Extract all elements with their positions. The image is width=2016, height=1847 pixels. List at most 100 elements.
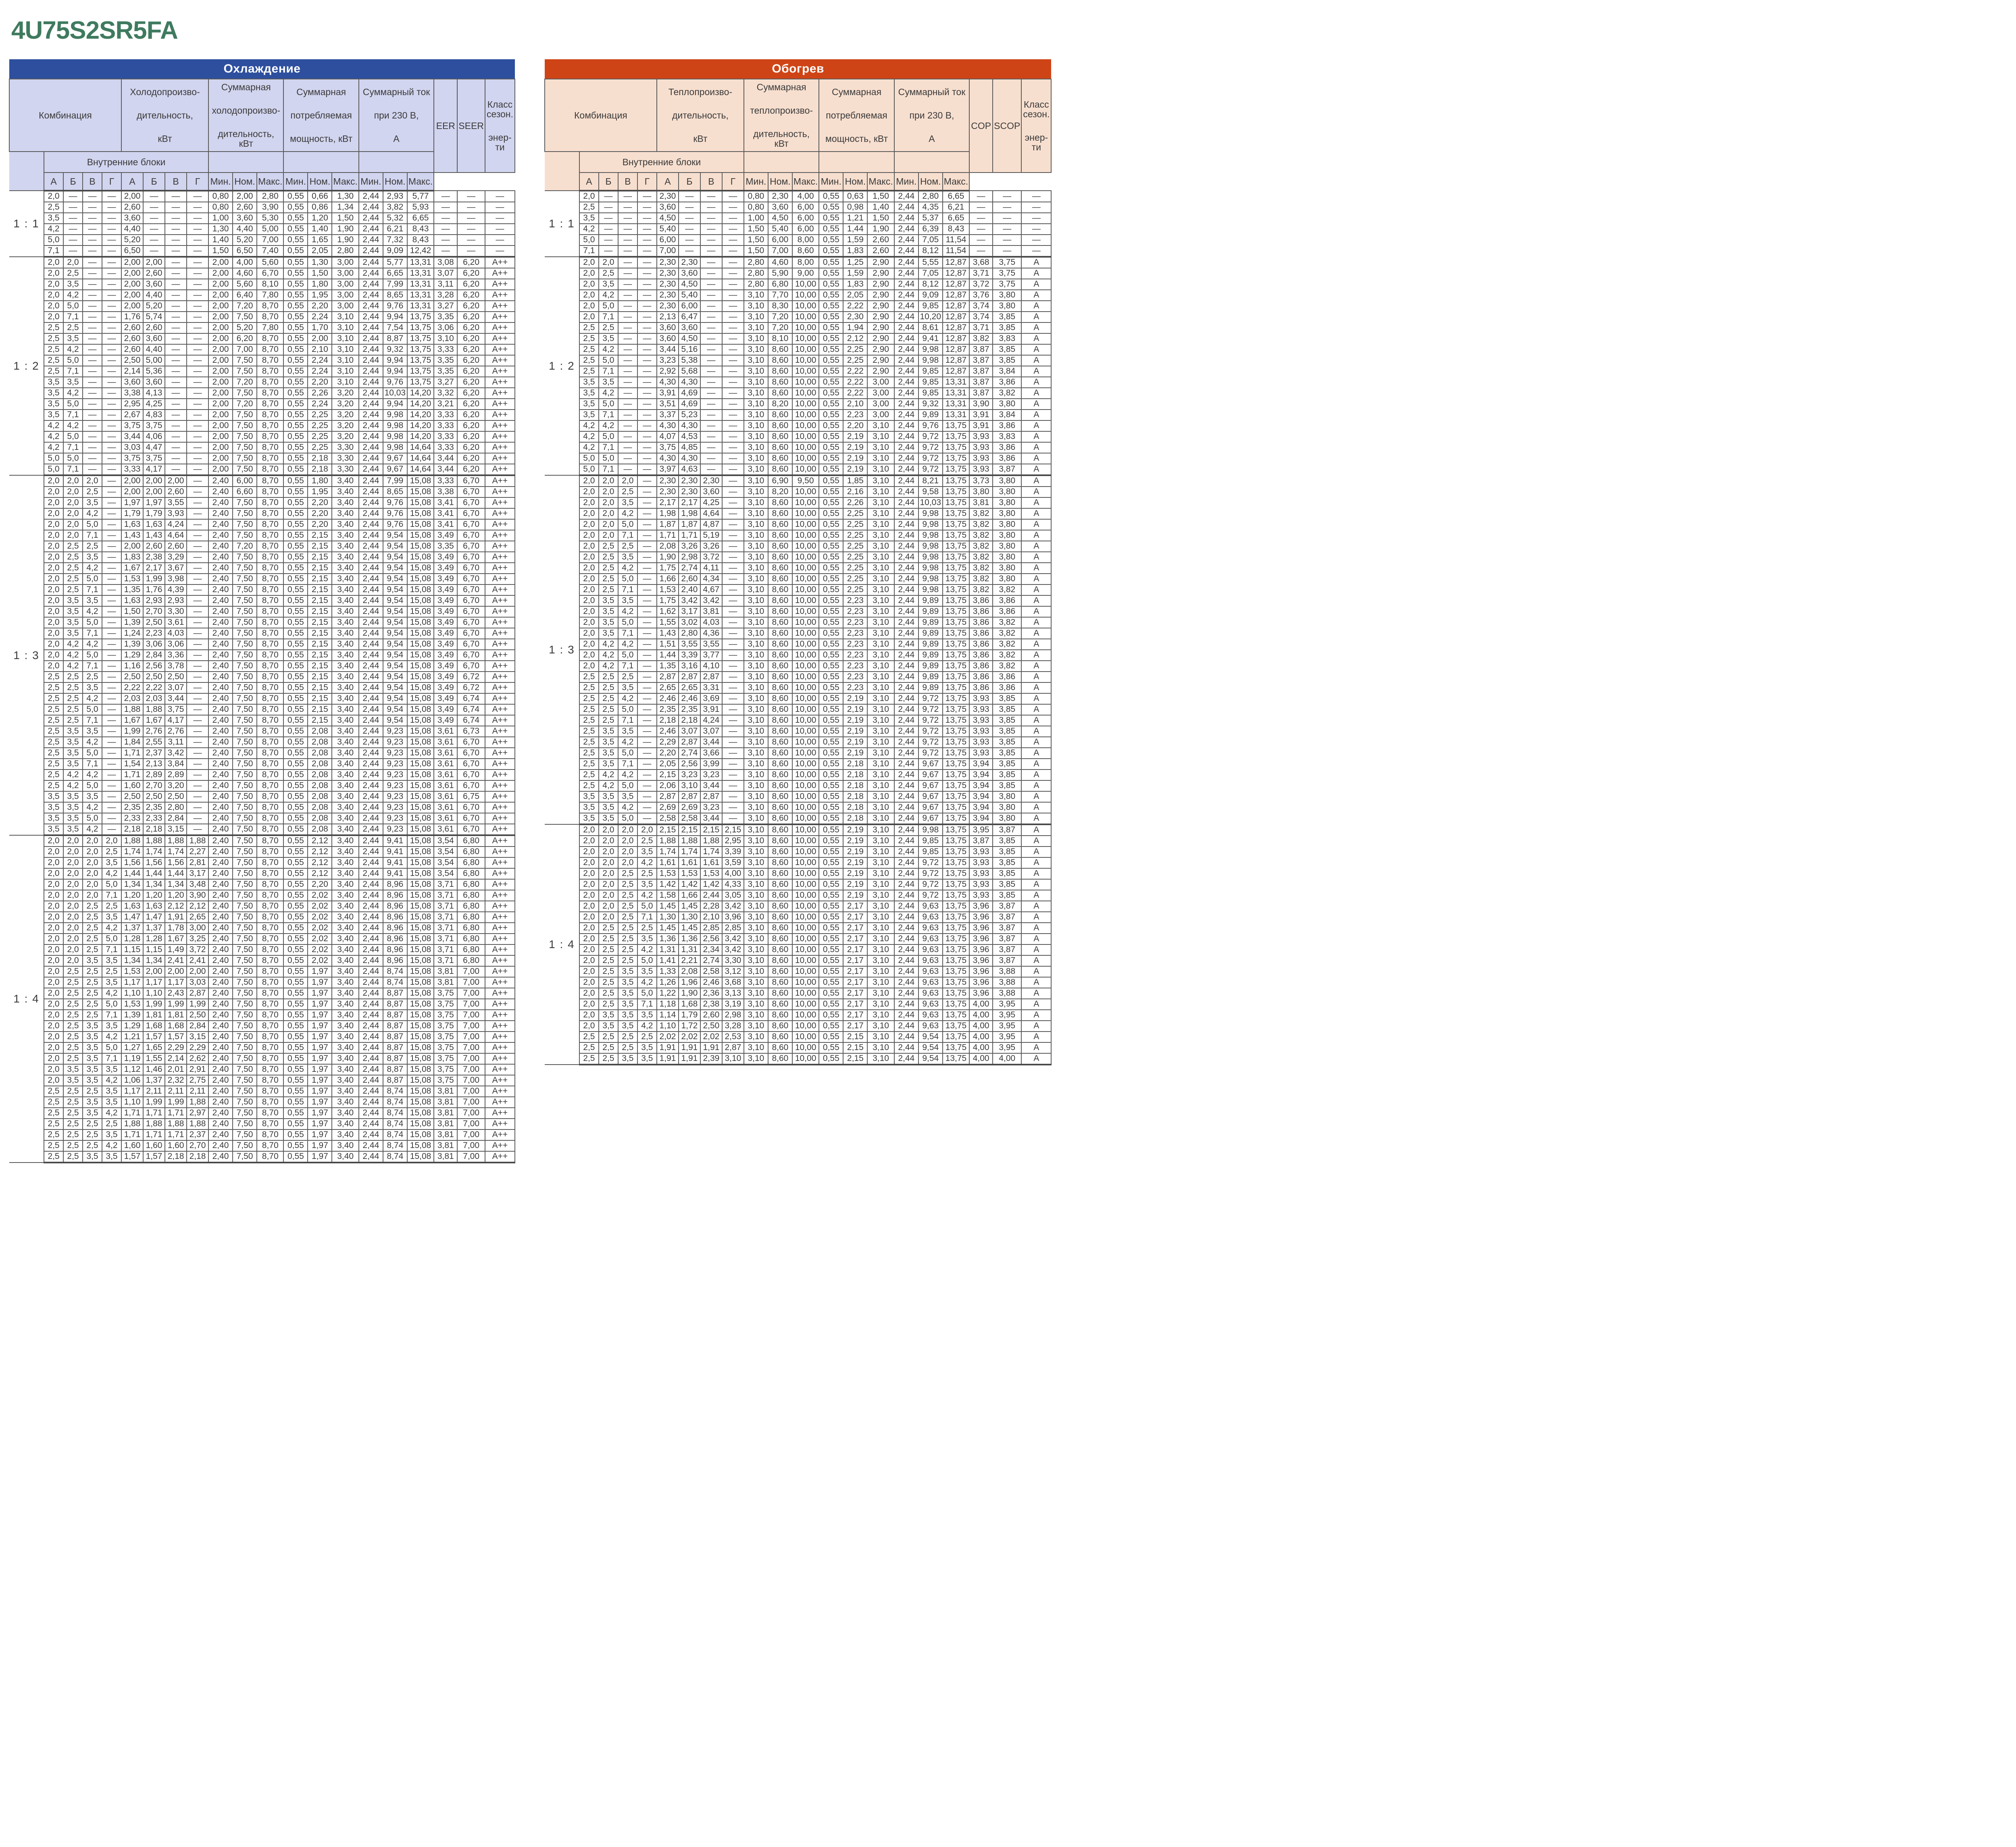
table-cell: 9,89	[918, 617, 943, 628]
table-cell: 0,55	[283, 256, 308, 268]
table-cell: 2,5	[63, 682, 83, 694]
table-cell: 0,55	[818, 769, 844, 781]
table-cell: 13,75	[942, 879, 970, 890]
table-cell: 6,20	[457, 431, 485, 443]
table-cell: 2,0	[44, 300, 64, 312]
table-cell: 2,35	[121, 802, 144, 813]
table-cell: 4,67	[700, 584, 723, 596]
table-cell: 5,0	[579, 234, 599, 246]
table-cell: —	[637, 366, 657, 377]
table-cell: 8,70	[256, 1053, 284, 1065]
table-cell: —	[637, 420, 657, 432]
table-cell: 3,40	[331, 890, 359, 901]
table-cell: 3,40	[331, 780, 359, 792]
table-cell: 4,2	[637, 1020, 657, 1032]
table-cell: 2,08	[307, 802, 333, 813]
table-cell: 0,55	[283, 736, 308, 748]
table-cell: 4,2	[598, 639, 619, 650]
table-cell: 3,85	[992, 355, 1022, 366]
table-cell: 10,00	[791, 671, 820, 683]
table-cell: 4,2	[63, 649, 83, 661]
table-cell: 9,72	[918, 868, 943, 880]
table-cell: —	[186, 747, 209, 759]
table-cell: 2,5	[82, 933, 102, 945]
table-cell: 1,97	[307, 1129, 333, 1141]
table-cell: —	[102, 824, 122, 836]
table-cell: 4,2	[44, 223, 64, 235]
table-cell: 8,60	[767, 911, 793, 923]
table-cell: 2,5	[637, 868, 657, 880]
table-row: 3,5 3,5 4,2—2,35 2,35 2,80—2,40 7,50 8,70 0,55 2…	[9, 802, 515, 813]
table-cell: 4,2	[598, 387, 619, 399]
table-cell: —	[617, 409, 638, 421]
table-cell: 3,40	[331, 922, 359, 934]
table-cell: 2,5	[617, 922, 638, 934]
table-cell: 8,10	[767, 333, 793, 345]
table-cell: 2,5	[82, 911, 102, 923]
table-cell: 4,07	[656, 431, 679, 443]
table-cell: 13,75	[942, 791, 970, 803]
table-cell: 3,30	[331, 453, 359, 464]
table-cell: —	[186, 595, 209, 607]
table-cell: 2,11	[186, 1086, 209, 1097]
table-cell: 15,08	[406, 911, 435, 923]
table-cell: 3,10	[867, 617, 895, 628]
table-cell: 2,44	[893, 376, 919, 388]
table-cell: 1,88	[121, 704, 144, 716]
table-cell: 3,10	[743, 1042, 768, 1054]
table-cell: 9,67	[918, 802, 943, 813]
table-cell: 2,44	[358, 355, 383, 366]
table-cell: 2,40	[208, 1107, 233, 1119]
table-cell: 2,25	[843, 508, 868, 520]
table-cell: A	[1021, 268, 1052, 279]
table-row: 5,0 7,1— —3,33 4,17— —2,00 7,50 8,70 0,55 2,18 3,…	[9, 464, 515, 476]
table-cell: 1,63	[143, 901, 165, 912]
table-cell: 2,30	[656, 256, 679, 268]
table-cell: 13,75	[942, 639, 970, 650]
table-cell: A	[1021, 933, 1052, 945]
table-cell: 3,75	[121, 420, 144, 432]
table-cell: 13,75	[942, 769, 970, 781]
table-cell: —	[102, 715, 122, 726]
table-cell: 0,55	[818, 977, 844, 988]
table-cell: 3,72	[186, 944, 209, 956]
table-cell: 7,50	[232, 933, 257, 945]
table-cell: 8,60	[767, 497, 793, 509]
table-cell: 8,60	[767, 551, 793, 563]
table-cell: —	[700, 453, 723, 464]
table-cell: 2,60	[143, 268, 165, 279]
table-cell: 3,61	[433, 813, 458, 824]
table-cell: 3,40	[331, 966, 359, 978]
table-cell: 15,08	[406, 846, 435, 858]
table-cell: 0,55	[283, 1042, 308, 1054]
table-cell: 2,08	[678, 966, 701, 978]
table-row: 2,0 2,0 2,0 2,5 1,88 1,88 1,88 2,95 3,10 8,60 10,0…	[545, 835, 1052, 847]
table-cell: —	[700, 289, 723, 301]
table-row: 2,0 3,5— —2,30 4,50— —2,80 6,80 10,00 0,55 1,83 2…	[545, 279, 1052, 290]
table-cell: 8,60	[767, 344, 793, 356]
table-cell: 2,5	[617, 933, 638, 945]
table-cell: 4,2	[63, 344, 83, 356]
table-cell: 2,44	[358, 497, 383, 509]
table-cell: —	[186, 791, 209, 803]
table-cell: 13,75	[942, 660, 970, 672]
table-cell: 0,55	[283, 1140, 308, 1152]
table-cell: 1,90	[331, 234, 359, 246]
table-cell: 3,42	[721, 901, 744, 912]
table-cell: 2,44	[893, 420, 919, 432]
table-cell: 8,70	[256, 736, 284, 748]
table-cell: 2,80	[743, 256, 768, 268]
table-cell: 2,5	[598, 322, 619, 334]
table-cell: 2,44	[358, 824, 383, 836]
table-cell: 3,40	[331, 584, 359, 596]
table-cell: 2,0	[617, 835, 638, 847]
table-cell: 2,40	[208, 901, 233, 912]
table-cell: 9,63	[918, 944, 943, 956]
table-cell: 3,80	[992, 398, 1022, 410]
table-cell: A++	[484, 486, 515, 498]
table-cell: 0,55	[283, 649, 308, 661]
table-cell: 5,0	[617, 519, 638, 530]
table-cell: 2,44	[358, 715, 383, 726]
table-cell: 3,86	[992, 376, 1022, 388]
table-cell: 7,50	[232, 1053, 257, 1065]
